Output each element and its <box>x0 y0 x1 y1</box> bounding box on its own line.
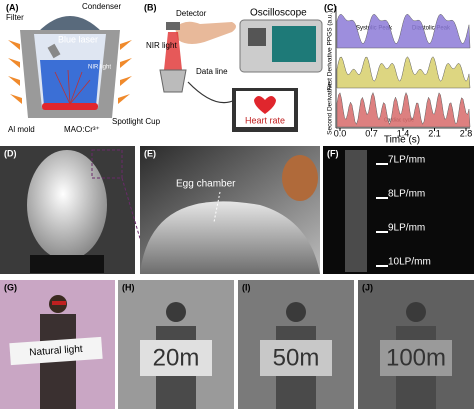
x-tick-label: 2.1 <box>428 128 441 138</box>
cup <box>159 69 187 93</box>
label: Detector <box>176 9 207 18</box>
scale-bar <box>376 231 388 233</box>
panel-label: (C) <box>324 2 337 12</box>
label: Egg chamber <box>176 179 236 190</box>
panel-j: 100m (J) <box>358 280 474 409</box>
waveform <box>336 56 471 89</box>
label: NIR light <box>88 65 111 71</box>
fins <box>8 40 132 104</box>
panel-a: (A) Filter Condenser Blue laser NIR ligh… <box>6 2 161 134</box>
nir-beam <box>164 32 182 70</box>
resolution-label: 9LP/mm <box>388 223 425 234</box>
panel-d: (D) <box>0 146 151 274</box>
x-tick-label: 1.4 <box>397 128 410 138</box>
label: NIR light <box>146 41 177 50</box>
condenser <box>38 16 102 32</box>
head <box>286 302 306 322</box>
head <box>166 302 186 322</box>
laser <box>47 43 61 59</box>
night-panels: 20m (H) 50m (I) 100m (J) <box>118 280 474 409</box>
label: Spotlight Cup <box>112 117 161 126</box>
sign <box>260 340 332 376</box>
panel-c: (C) Systolic Peak Diastolic Peak Cardiac… <box>324 2 472 145</box>
y-label: Second Derivative <box>327 82 334 135</box>
label: Al mold <box>8 125 35 134</box>
sign-text: 20m <box>153 344 200 371</box>
label: Diastolic Peak <box>412 26 451 32</box>
label: Oscilloscope <box>250 8 307 19</box>
goggles <box>52 301 66 305</box>
screen <box>272 26 316 62</box>
waveform <box>336 13 471 49</box>
blue-light <box>40 60 100 106</box>
scale-bar <box>376 197 388 199</box>
egg-inset <box>282 155 318 201</box>
panel-label: (H) <box>122 282 135 292</box>
phosphor <box>42 103 98 110</box>
head <box>406 302 426 322</box>
detector <box>166 22 180 30</box>
label: Condenser <box>82 2 121 11</box>
sign <box>380 340 452 376</box>
finger <box>175 21 236 44</box>
panel-label: (G) <box>4 282 17 292</box>
scale-bar <box>376 163 388 165</box>
y-label: PPGS (a.u.) <box>327 10 334 45</box>
panel-h: 20m (H) <box>118 280 234 409</box>
scale-bar <box>376 265 388 267</box>
y-label: First Derivative <box>327 47 334 91</box>
rays <box>54 69 91 105</box>
resolution-label: 8LP/mm <box>388 189 425 200</box>
data-line <box>187 81 236 104</box>
resolution-label: 7LP/mm <box>388 155 425 166</box>
panel-label: (I) <box>242 282 251 292</box>
label: MAO:Cr³⁺ <box>64 125 100 134</box>
label: Filter <box>6 13 24 22</box>
panel-g: Natural light (G) <box>0 280 115 409</box>
label: Data line <box>196 67 228 76</box>
sign <box>9 336 103 366</box>
egg <box>27 150 107 260</box>
zoom-box <box>91 149 123 179</box>
x-tick-label: 0.7 <box>365 128 378 138</box>
label: Heart rate <box>245 115 285 125</box>
x-label: Time (s) <box>384 135 420 146</box>
x-tick-label: 0.0 <box>334 128 347 138</box>
panel-i: 50m (I) <box>238 280 354 409</box>
stand <box>30 255 104 273</box>
panel-label: (B) <box>144 2 157 12</box>
panel-b: (B) Detector NIR light Data line Oscillo… <box>144 2 323 132</box>
keypad <box>248 28 266 46</box>
sign-text: 100m <box>386 344 446 371</box>
panel-label: (E) <box>144 148 156 158</box>
arrow <box>213 191 221 223</box>
sign-text: 50m <box>273 344 320 371</box>
panel-e: (E) Egg chamber <box>140 146 320 274</box>
heart <box>254 96 276 114</box>
panel-label: (A) <box>6 2 19 12</box>
signal-band <box>345 150 367 272</box>
sign-text: Natural light <box>29 344 83 359</box>
egg-surface <box>140 201 320 274</box>
label: Blue laser <box>58 34 98 44</box>
panel-f: (F) 7LP/mm 8LP/mm 9LP/mm 10LP/mm <box>323 146 474 274</box>
resolution-label: 10LP/mm <box>388 257 431 268</box>
panel-label: (D) <box>4 148 17 158</box>
sign <box>140 340 212 376</box>
panel-label: (F) <box>327 148 339 158</box>
panel-label: (J) <box>362 282 373 292</box>
waveform <box>336 91 471 128</box>
x-tick-label: 2.8 <box>460 128 473 138</box>
